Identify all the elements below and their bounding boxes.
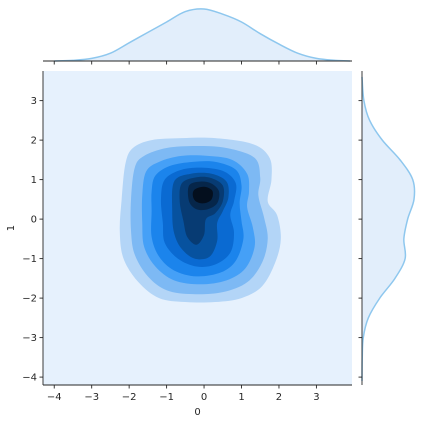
marginal-y-plot — [358, 71, 416, 385]
marginal-x-line — [54, 8, 351, 62]
y-tick-label: −3 — [22, 333, 37, 344]
x-tick-label: 2 — [276, 392, 282, 403]
y-tick-label: 2 — [31, 136, 37, 147]
x-tick-label: −1 — [159, 392, 174, 403]
x-axis: −4 −3 −2 −1 0 1 2 3 — [43, 384, 352, 403]
kde-level-9 — [192, 186, 213, 204]
x-tick-label: −4 — [47, 392, 62, 403]
marginal-y-line — [361, 76, 416, 382]
y-tick-label: 3 — [31, 96, 37, 107]
y-tick-label: −4 — [22, 373, 37, 384]
y-tick-label: −1 — [22, 254, 37, 265]
x-tick-label: 0 — [201, 392, 207, 403]
y-axis-label: 1 — [6, 225, 17, 231]
marginal-x-plot — [43, 8, 352, 65]
kde-contours — [119, 137, 281, 303]
y-tick-label: −2 — [22, 294, 37, 305]
y-axis: −4 −3 −2 −1 0 1 2 3 — [22, 71, 44, 385]
y-tick-label: 0 — [31, 215, 37, 226]
x-axis-label: 0 — [194, 407, 200, 418]
x-tick-label: 3 — [313, 392, 319, 403]
x-tick-label: −3 — [84, 392, 99, 403]
joint-plot-area — [43, 71, 352, 385]
x-tick-label: 1 — [238, 392, 244, 403]
marginal-x-fill — [54, 8, 351, 61]
x-tick-label: −2 — [122, 392, 137, 403]
y-tick-label: 1 — [31, 175, 37, 186]
